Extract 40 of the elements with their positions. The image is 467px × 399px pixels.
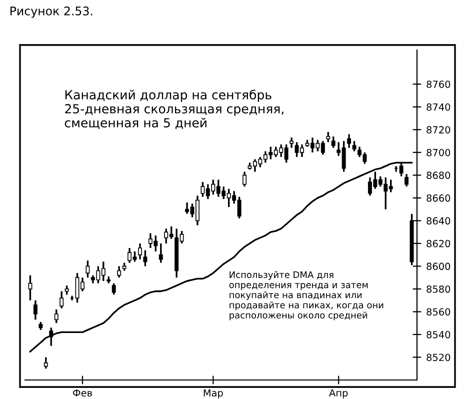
annotation: Канадский доллар на сентябрь 25-дневная скользящая средняя, смещенная на 5 дней — [64, 90, 284, 130]
candlestick — [158, 242, 163, 264]
y-tick-label: 8580 — [426, 285, 450, 293]
x-tick-label: Фев — [73, 389, 92, 397]
candlestick — [347, 133, 352, 149]
candlestick — [143, 249, 148, 268]
y-tick-label: 8720 — [426, 126, 450, 134]
candlestick — [326, 131, 330, 144]
y-tick-label: 8600 — [426, 262, 450, 270]
candlestick — [44, 356, 48, 370]
candlestick — [138, 242, 142, 260]
candlestick — [49, 326, 54, 347]
y-tick-label: 8640 — [426, 217, 450, 225]
y-tick-label: 8700 — [426, 148, 450, 156]
y-tick-label: 8740 — [426, 103, 450, 111]
candlestick — [112, 282, 116, 296]
candlestick — [60, 290, 64, 310]
y-tick-label: 8520 — [426, 354, 450, 362]
y-tick-label: 8760 — [426, 80, 450, 88]
candlestick — [290, 136, 294, 149]
candlestick — [404, 173, 409, 188]
candlestick — [33, 300, 38, 321]
line-series — [29, 162, 413, 352]
x-tick-label: Апр — [329, 389, 348, 398]
candlestick — [352, 140, 356, 152]
candlestick — [331, 136, 336, 149]
candlestick — [117, 265, 122, 278]
y-tick-label: 8560 — [426, 308, 450, 316]
annotation: Используйте DMA для определения тренда и затем покупайте на впадинах или продавайте на пиках, когда они расположены около средней — [229, 271, 384, 320]
candlestick — [242, 170, 247, 188]
x-tick-label: Мар — [204, 389, 223, 398]
chart-title: Рисунок 2.53. — [10, 6, 92, 18]
y-tick-label: 8660 — [426, 194, 450, 202]
candlestick — [28, 274, 32, 302]
y-tick-label: 8620 — [426, 240, 450, 248]
candlestick — [86, 260, 90, 278]
candlestick — [54, 308, 58, 324]
y-tick-label: 8540 — [426, 330, 450, 338]
candlestick — [64, 284, 69, 296]
y-tick-label: 8680 — [426, 172, 450, 180]
